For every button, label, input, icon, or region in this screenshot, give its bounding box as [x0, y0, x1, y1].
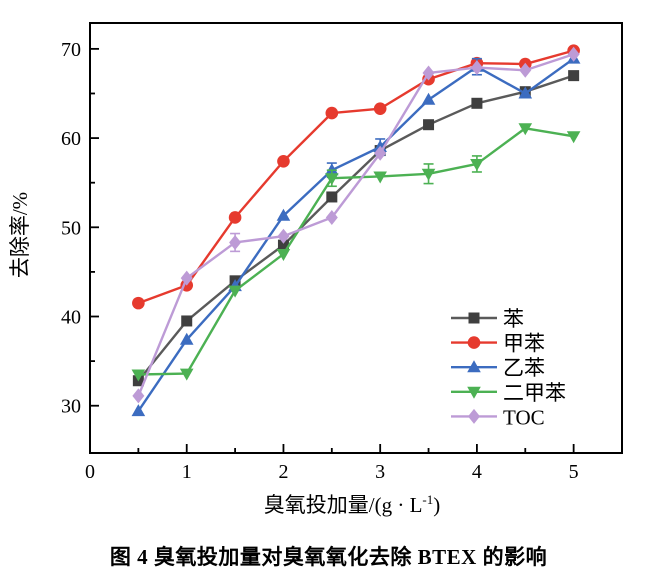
legend-item-benzene: 苯	[451, 307, 524, 331]
y-tick-label: 70	[61, 39, 81, 61]
series-ethylbenzene-marker	[518, 86, 533, 99]
series-toc-marker	[422, 65, 435, 81]
series-toluene-line	[137, 49, 574, 305]
legend-marker-toluene	[467, 336, 481, 349]
x-tick-label: 3	[375, 461, 385, 483]
series-xylene-marker	[228, 285, 242, 298]
x-axis-title-text: 臭氧投加量/(g · L	[263, 493, 423, 517]
series-xylene-marker	[276, 249, 291, 262]
legend-item-ethylbenzene: 乙苯	[451, 356, 545, 380]
legend-marker-xylene	[467, 386, 481, 399]
series-toluene-marker	[132, 296, 145, 310]
series-ethylbenzene-marker	[325, 163, 339, 176]
legend-label-toc: TOC	[503, 405, 545, 429]
y-tick-label: 40	[61, 307, 81, 329]
x-tick-label: 5	[569, 461, 579, 483]
series-toc-marker	[325, 209, 338, 225]
series-toc-marker	[519, 62, 532, 78]
series-xylene-line	[138, 127, 574, 376]
series-benzene-marker	[423, 119, 435, 131]
legend-marker-benzene	[468, 312, 480, 324]
plot-frame	[89, 22, 623, 454]
x-tick-label: 4	[472, 461, 482, 483]
series-benzene-marker	[181, 315, 193, 327]
series-toc-marker	[567, 46, 580, 62]
series-xylene-marker	[373, 171, 387, 184]
series-xylene-marker	[325, 173, 339, 186]
x-axis-title-superscript: -1	[422, 492, 434, 507]
y-axis-title-text: 去除率/%	[8, 191, 32, 279]
series-toluene-marker	[325, 106, 339, 120]
y-tick-label: 60	[61, 128, 81, 150]
series-xylene-marker	[470, 158, 484, 171]
series-toc-marker	[374, 145, 387, 161]
y-axis-title: 去除率/%	[4, 175, 32, 295]
x-axis-title: 臭氧投加量/(g · L-1)	[177, 489, 527, 517]
series-xylene-marker	[131, 369, 146, 382]
series-ethylbenzene-marker	[179, 332, 194, 345]
series-xylene-marker	[421, 168, 436, 181]
legend-label-xylene: 二甲苯	[503, 381, 566, 405]
series-toc-line	[137, 53, 575, 397]
series-toc-marker	[132, 388, 145, 404]
series-toc-marker	[470, 60, 483, 76]
legend-label-benzene: 苯	[503, 307, 524, 331]
legend-item-toluene: 甲苯	[451, 332, 545, 356]
x-tick-label: 2	[278, 461, 288, 483]
legend-label-toluene: 甲苯	[503, 332, 545, 356]
series-benzene-marker	[568, 70, 580, 82]
figure-caption: 图 4 臭氧投加量对臭氧氧化去除 BTEX 的影响	[109, 545, 548, 569]
series-ethylbenzene-marker	[421, 92, 436, 105]
y-tick-label: 50	[61, 217, 81, 239]
legend-item-toc: TOC	[451, 405, 545, 429]
series-benzene-marker	[471, 97, 483, 109]
legend-marker-toc	[468, 408, 480, 424]
series-toluene-marker	[277, 154, 290, 168]
series-toluene-marker	[373, 102, 387, 115]
x-tick-label: 1	[182, 461, 192, 483]
series-ethylbenzene-line	[137, 57, 575, 412]
y-tick-label: 30	[61, 396, 81, 418]
x-tick-label: 0	[85, 461, 95, 483]
x-axis-title-close: )	[433, 493, 441, 517]
legend-label-ethylbenzene: 乙苯	[503, 356, 545, 380]
legend-item-xylene: 二甲苯	[451, 381, 566, 405]
series-ethylbenzene-marker	[131, 404, 146, 417]
series-toc-marker	[277, 228, 290, 244]
series-toc-marker	[180, 270, 193, 286]
series-xylene-marker	[566, 131, 581, 144]
series-toc-marker	[229, 234, 242, 250]
series-benzene-marker	[277, 239, 289, 251]
series-toluene-marker	[228, 211, 242, 224]
series-ethylbenzene-marker	[276, 208, 291, 221]
series-benzene-marker	[326, 191, 338, 203]
legend-marker-ethylbenzene	[467, 360, 481, 373]
series-benzene-line	[137, 74, 575, 382]
series-xylene-marker	[518, 123, 533, 136]
series-xylene-marker	[179, 368, 194, 381]
